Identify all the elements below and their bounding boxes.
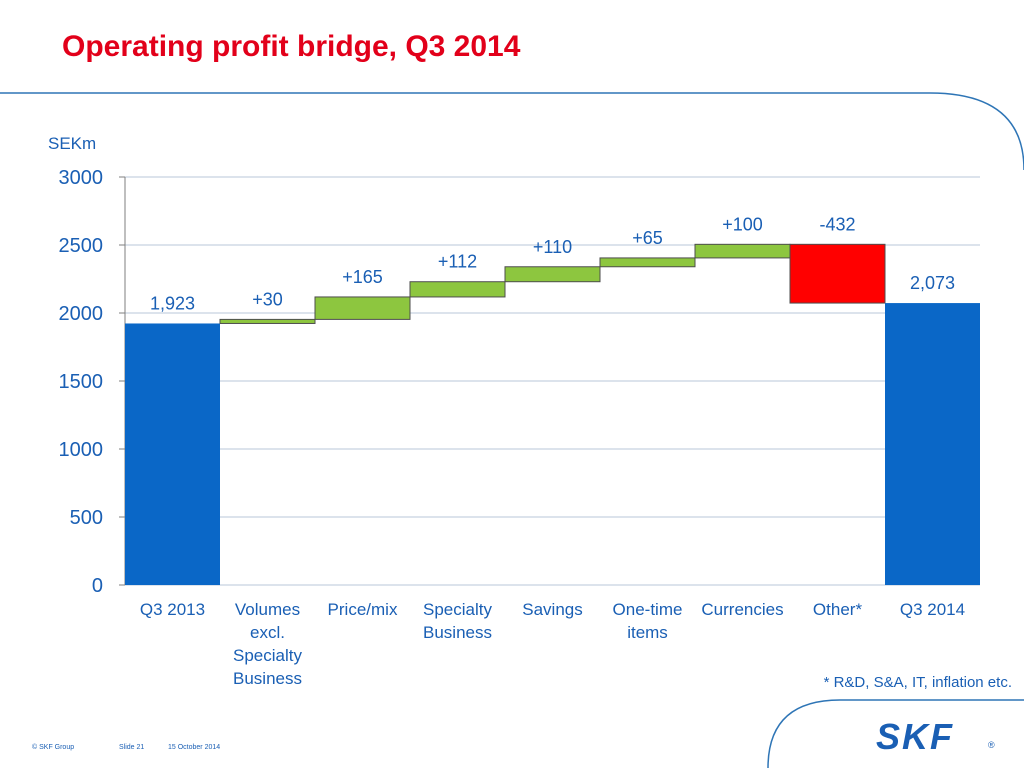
data-label: -432	[819, 214, 855, 234]
data-label: +165	[342, 267, 383, 287]
increase-bar	[409, 281, 506, 298]
increase-bar	[314, 296, 411, 320]
data-label: +100	[722, 214, 763, 234]
footer-date: 15 October 2014	[168, 744, 221, 751]
footer-slide-number: Slide 21	[119, 744, 145, 751]
data-label: 1,923	[150, 293, 195, 313]
x-category-label: Savings	[522, 600, 583, 619]
registered-mark: ®	[988, 740, 995, 750]
data-label: +30	[252, 289, 283, 309]
footnote: * R&D, S&A, IT, inflation etc.	[823, 674, 1012, 691]
x-category-label: Specialty Business	[423, 600, 492, 642]
y-tick-label: 0	[92, 575, 103, 597]
y-tick-label: 500	[70, 507, 103, 529]
y-tick-label: 1500	[59, 371, 104, 393]
y-tick-label: 1000	[59, 439, 104, 461]
y-axis-unit-label: SEKm	[48, 134, 97, 153]
x-category-label: Price/mix	[327, 600, 398, 619]
total-bar	[885, 303, 980, 585]
footer-copyright: © SKF Group	[32, 744, 75, 751]
data-label: +112	[438, 252, 477, 272]
x-category-label: Q3 2013	[139, 600, 206, 619]
skf-logo: SKF	[876, 716, 954, 757]
y-tick-label: 3000	[59, 167, 104, 189]
increase-bar	[219, 318, 316, 324]
page-title: Operating profit bridge, Q3 2014	[62, 30, 521, 63]
data-label: +65	[632, 228, 663, 248]
increase-bar	[694, 243, 791, 259]
x-category-label: Volumes excl. Specialty Business	[233, 600, 302, 688]
increase-bar	[504, 266, 601, 283]
x-category-label: Q3 2014	[899, 600, 966, 619]
x-category-label: One-time items	[612, 600, 683, 642]
y-tick-label: 2500	[59, 235, 104, 257]
x-category-label: Other*	[812, 600, 863, 619]
data-label: +110	[533, 237, 572, 257]
data-label: 2,073	[910, 273, 955, 293]
decrease-bar	[789, 243, 886, 304]
total-bar	[125, 323, 220, 585]
y-tick-label: 2000	[59, 303, 104, 325]
x-category-label: Currencies	[701, 600, 784, 619]
increase-bar	[599, 257, 696, 268]
